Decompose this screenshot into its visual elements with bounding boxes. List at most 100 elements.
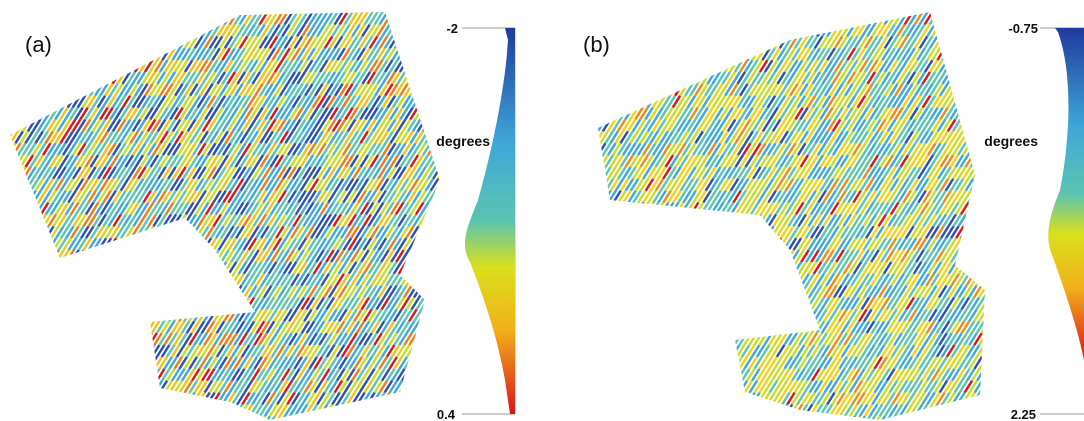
track-segment [36,274,43,286]
track-segment [412,48,419,60]
track-segment [297,1,304,13]
track-segment [53,96,60,108]
track-segment [150,404,157,416]
track-segment [34,286,41,298]
track-segment [134,238,141,250]
track-segment [11,203,18,215]
track-segment [6,203,13,215]
track-segment [558,72,565,84]
track-segment [147,345,154,357]
track-segment [165,404,172,416]
track-segment [79,262,86,274]
track-segment [242,298,249,310]
track-segment [472,1,479,13]
track-segment [106,274,113,286]
track-segment [191,250,198,262]
track-segment [13,72,20,84]
track-segment [22,369,29,381]
track-segment [23,96,30,108]
track-segment [99,333,106,345]
track-segment [50,84,57,96]
track-segment [35,381,42,393]
track-segment [1,250,8,262]
track-segment [317,1,324,13]
track-segment [488,72,495,84]
track-segment [82,393,89,405]
track-segment [461,203,468,215]
track-segment [600,13,607,25]
track-segment [312,416,319,421]
track-segment [523,119,530,131]
track-segment [450,36,457,48]
track-segment [166,274,173,286]
track-segment [167,298,174,310]
track-segment [480,108,487,120]
track-segment [0,321,4,333]
track-segment [115,357,122,369]
track-segment [445,36,452,48]
track-segment [555,84,562,96]
track-segment [0,381,7,393]
track-segment [471,179,478,191]
track-segment [75,60,82,72]
track-segment [187,393,194,405]
track-segment [430,13,437,25]
track-segment [274,0,281,1]
track-segment [161,226,168,238]
track-segment [28,191,35,203]
track-segment [357,1,364,13]
track-segment [145,357,152,369]
track-segment [191,226,198,238]
track-segment [202,416,209,421]
track-segment [335,404,342,416]
track-segment [57,1,64,13]
track-segment [360,404,367,416]
track-segment [172,1,179,13]
track-segment [165,13,172,25]
track-segment [468,191,475,203]
track-segment [146,250,153,262]
track-segment [79,309,86,321]
track-segment [421,250,428,262]
track-segment [412,1,419,13]
track-segment [392,1,399,13]
track-segment [542,1,549,13]
track-segment [455,108,462,120]
track-segment [0,167,1,179]
track-segment [77,321,84,333]
track-segment [34,262,41,274]
track-segment [10,381,17,393]
track-segment [117,298,124,310]
track-segment [262,1,269,13]
track-segment [0,84,3,96]
track-segment [72,298,79,310]
track-segment [457,1,464,13]
track-segment [27,416,34,421]
track-segment [95,357,102,369]
track-segment [107,1,114,13]
track-segment [395,13,402,25]
track-segment [84,262,91,274]
track-segment [85,36,92,48]
track-segment [35,357,42,369]
track-segment [52,369,59,381]
track-segment [29,309,36,321]
track-segment [419,0,426,1]
track-segment [97,345,104,357]
track-segment [449,214,456,226]
track-segment [423,72,430,84]
track-segment [437,48,444,60]
track-segment [59,333,66,345]
track-segment [11,250,18,262]
track-segment [307,416,314,421]
track-segment [518,96,525,108]
track-segment [428,119,435,131]
track-segment [222,416,229,421]
track-segment [44,262,51,274]
track-segment [545,84,552,96]
track-segment [416,250,423,262]
track-segment [362,1,369,13]
track-segment [463,72,470,84]
track-segment [67,369,74,381]
track-segment [540,36,547,48]
